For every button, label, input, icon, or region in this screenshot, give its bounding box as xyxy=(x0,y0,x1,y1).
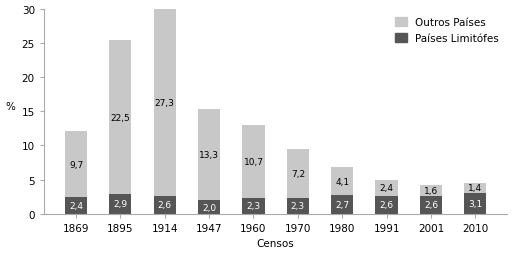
Bar xyxy=(376,196,398,214)
Bar xyxy=(287,198,309,214)
Bar xyxy=(464,193,486,214)
Bar xyxy=(331,168,353,196)
Legend: Outros Países, Países Limitófes: Outros Países, Países Limitófes xyxy=(391,15,502,47)
Text: 2,4: 2,4 xyxy=(380,184,393,193)
Bar xyxy=(331,196,353,214)
Text: 10,7: 10,7 xyxy=(244,157,264,166)
Text: 27,3: 27,3 xyxy=(155,99,175,108)
Bar xyxy=(154,196,176,214)
Text: 3,1: 3,1 xyxy=(468,199,482,208)
X-axis label: Censos: Censos xyxy=(257,239,294,248)
Text: 2,6: 2,6 xyxy=(157,201,172,210)
Bar xyxy=(420,196,442,214)
Text: 2,9: 2,9 xyxy=(113,200,127,209)
Text: 2,7: 2,7 xyxy=(335,200,349,209)
Bar xyxy=(154,10,176,196)
Text: 2,6: 2,6 xyxy=(380,201,393,210)
Text: 2,3: 2,3 xyxy=(291,202,305,211)
Bar xyxy=(65,198,87,214)
Text: 2,0: 2,0 xyxy=(202,203,216,212)
Text: 1,6: 1,6 xyxy=(424,186,438,195)
Bar xyxy=(243,125,265,198)
Bar xyxy=(109,41,131,194)
Bar xyxy=(243,198,265,214)
Text: 2,6: 2,6 xyxy=(424,201,438,210)
Text: 2,4: 2,4 xyxy=(69,201,83,210)
Y-axis label: %: % xyxy=(6,102,15,112)
Bar xyxy=(420,185,442,196)
Bar xyxy=(376,180,398,196)
Text: 2,3: 2,3 xyxy=(246,202,261,211)
Bar xyxy=(198,110,220,200)
Text: 1,4: 1,4 xyxy=(468,184,482,193)
Text: 22,5: 22,5 xyxy=(110,113,130,122)
Text: 7,2: 7,2 xyxy=(291,169,305,178)
Bar xyxy=(198,200,220,214)
Text: 9,7: 9,7 xyxy=(69,160,83,169)
Bar xyxy=(109,194,131,214)
Text: 13,3: 13,3 xyxy=(199,151,219,160)
Bar xyxy=(65,132,87,198)
Bar xyxy=(464,183,486,193)
Text: 4,1: 4,1 xyxy=(335,177,349,186)
Bar xyxy=(287,149,309,198)
